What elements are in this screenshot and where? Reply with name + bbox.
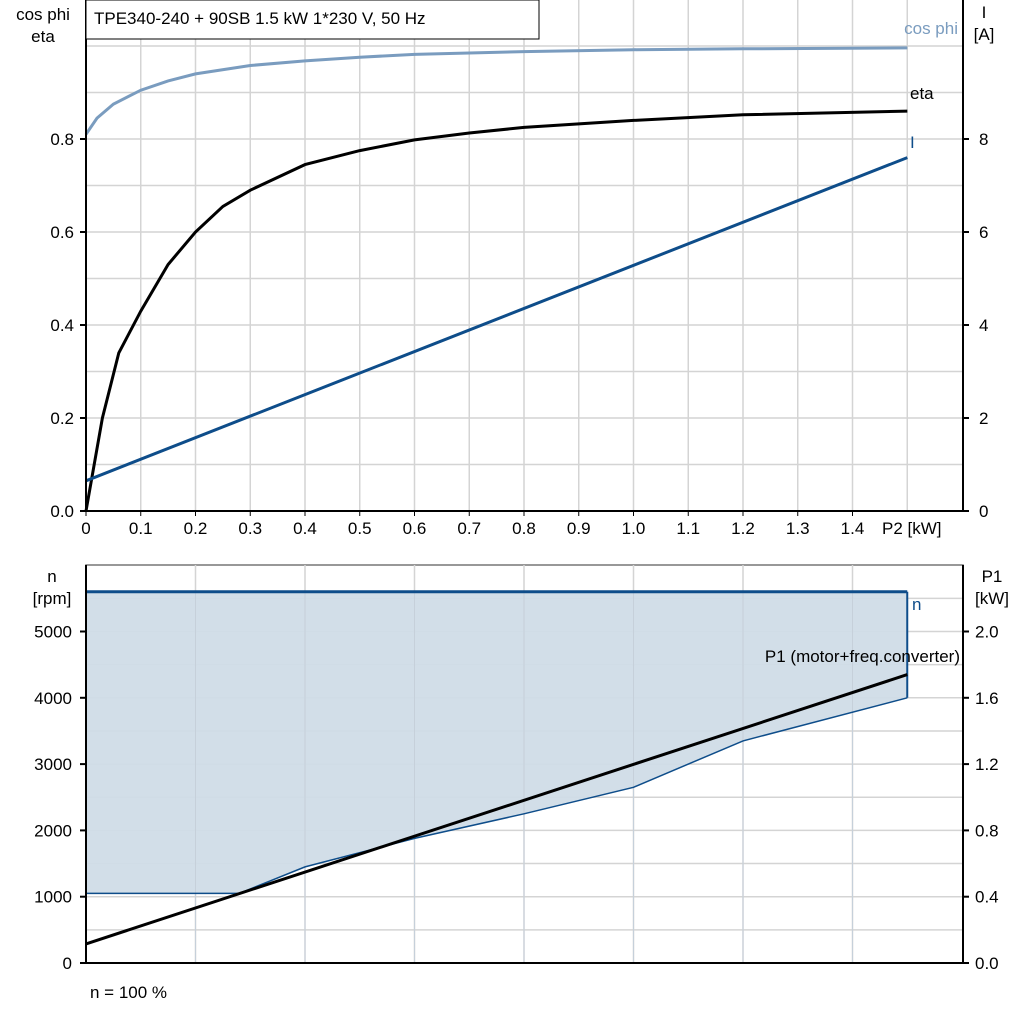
x-tick-label: 0.2	[184, 519, 208, 538]
bottom-ylabel-left-1: n	[47, 567, 56, 586]
x-tick-label: 0.5	[348, 519, 372, 538]
y-left-tick-label: 0.4	[50, 316, 74, 335]
bottom-ylabel-right-1: P1	[982, 567, 1003, 586]
top-ylabel-left-2: eta	[31, 27, 55, 46]
series-line-P1	[85, 673, 908, 946]
bottom-ylabel-left-2: [rpm]	[33, 589, 72, 608]
x-tick-label: 1.4	[841, 519, 865, 538]
n-tick-label: 5000	[34, 623, 72, 642]
series-label-I: I	[910, 133, 915, 152]
n-tick-label: 4000	[34, 689, 72, 708]
n-tick-label: 3000	[34, 755, 72, 774]
n-tick-label: 2000	[34, 821, 72, 840]
series-line-I	[85, 156, 908, 483]
y-right-tick-label: 8	[979, 130, 988, 149]
P1-tick-label: 0.8	[975, 821, 999, 840]
x-tick-label: 0.7	[457, 519, 481, 538]
n-tick-label: 1000	[34, 888, 72, 907]
y-left-tick-label: 0.8	[50, 130, 74, 149]
top-ylabel-left-1: cos phi	[16, 5, 70, 24]
top-ylabel-right-1: I	[982, 3, 987, 22]
x-tick-label: 0.8	[512, 519, 536, 538]
y-right-tick-label: 0	[979, 502, 988, 521]
P1-tick-label: 2.0	[975, 623, 999, 642]
title-box	[85, 0, 540, 40]
y-right-tick-label: 6	[979, 223, 988, 242]
n-tick-label: 0	[63, 954, 72, 973]
series-label-eta: eta	[910, 84, 934, 103]
series-line-cos-phi	[84, 46, 908, 136]
x-tick-label: 1.1	[676, 519, 700, 538]
series-label-cos-phi: cos phi	[904, 19, 958, 38]
x-tick-label: 1.2	[731, 519, 755, 538]
y-right-tick-label: 2	[979, 409, 988, 428]
y-right-tick-label: 4	[979, 316, 988, 335]
x-tick-label: 0.3	[238, 519, 262, 538]
x-tick-label: 0	[81, 519, 90, 538]
x-tick-label: 0.6	[403, 519, 427, 538]
series-label-n: n	[912, 595, 921, 614]
P1-tick-label: 0.4	[975, 888, 999, 907]
chart-title: TPE340-240 + 90SB 1.5 kW 1*230 V, 50 Hz	[94, 9, 426, 28]
x-tick-label: 1.0	[622, 519, 646, 538]
y-left-tick-label: 0.0	[50, 502, 74, 521]
footnote: n = 100 %	[90, 983, 167, 1002]
x-tick-label: 0.4	[293, 519, 317, 538]
x-tick-label: 0.1	[129, 519, 153, 538]
P1-tick-label: 0.0	[975, 954, 999, 973]
P1-tick-label: 1.6	[975, 689, 999, 708]
y-left-tick-label: 0.6	[50, 223, 74, 242]
series-line-eta	[84, 109, 908, 512]
operating-range-fill	[86, 591, 908, 894]
series-label-P1: P1 (motor+freq.converter)	[765, 647, 960, 666]
y-left-tick-label: 0.2	[50, 409, 74, 428]
P1-tick-label: 1.2	[975, 755, 999, 774]
top-xlabel: P2 [kW]	[882, 519, 942, 538]
x-tick-label: 0.9	[567, 519, 591, 538]
top-ylabel-right-2: [A]	[974, 25, 995, 44]
bottom-ylabel-right-2: [kW]	[975, 589, 1009, 608]
x-tick-label: 1.3	[786, 519, 810, 538]
